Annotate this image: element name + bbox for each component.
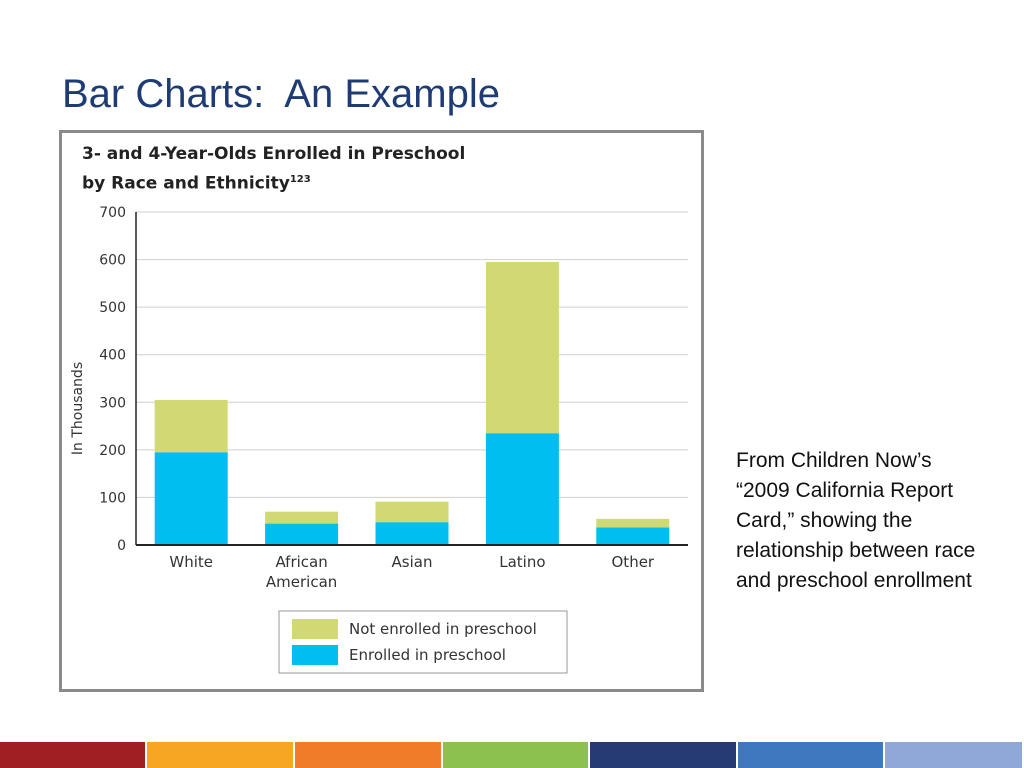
bar-not-enrolled (265, 511, 339, 524)
footer-segment (885, 742, 1024, 768)
x-tick-label: White (169, 553, 213, 571)
x-tick-label: Asian (392, 553, 433, 571)
legend-label: Enrolled in preschool (349, 646, 506, 664)
bar-enrolled (154, 452, 228, 545)
y-tick-label: 600 (99, 253, 126, 269)
y-tick-label: 0 (117, 538, 126, 554)
chart-title: 3- and 4-Year-Olds Enrolled in Preschool… (82, 141, 602, 197)
bar-not-enrolled (596, 518, 670, 528)
bar-enrolled (265, 523, 339, 545)
y-tick-label: 400 (99, 348, 126, 364)
slide-title: Bar Charts: An Example (62, 72, 500, 116)
y-tick-label: 500 (99, 300, 126, 316)
footer-segment (0, 742, 147, 768)
source-note: From Children Now’s “2009 California Rep… (736, 449, 976, 592)
bar-chart: 0 100 200 300 400 500 600 700 In Thousands White A… (70, 205, 688, 674)
bar-enrolled (375, 522, 449, 545)
bar-not-enrolled (485, 261, 559, 434)
chart-title-superscript: 123 (289, 174, 311, 185)
footer-segment (738, 742, 885, 768)
chart-title-line-2-text: by Race and Ethnicity (82, 173, 290, 194)
y-tick-label: 200 (99, 443, 126, 459)
bar-not-enrolled (375, 501, 449, 523)
y-tick-label: 100 (99, 490, 126, 506)
x-tick-label: American (266, 573, 337, 591)
y-tick-label: 700 (99, 205, 126, 221)
y-axis-label: In Thousands (70, 362, 86, 455)
bar-enrolled (596, 527, 670, 545)
footer-segment (147, 742, 295, 768)
x-tick-label: Latino (499, 553, 545, 571)
footer-color-bar (0, 742, 1024, 768)
legend-swatch (292, 645, 338, 665)
bar-enrolled (485, 433, 559, 545)
x-tick-label: African (275, 553, 327, 571)
legend-swatch (292, 619, 338, 639)
y-tick-label: 300 (99, 395, 126, 411)
legend-label: Not enrolled in preschool (349, 620, 537, 638)
bar-not-enrolled (154, 399, 228, 453)
x-tick-label: Other (612, 553, 655, 571)
footer-segment (295, 742, 443, 768)
footer-segment (443, 742, 590, 768)
chart-frame: 3- and 4-Year-Olds Enrolled in Preschool… (59, 130, 704, 692)
chart-title-line-1: 3- and 4-Year-Olds Enrolled in Preschool (82, 144, 466, 164)
chart-title-line-2: by Race and Ethnicity123 (82, 167, 602, 197)
footer-segment (590, 742, 738, 768)
